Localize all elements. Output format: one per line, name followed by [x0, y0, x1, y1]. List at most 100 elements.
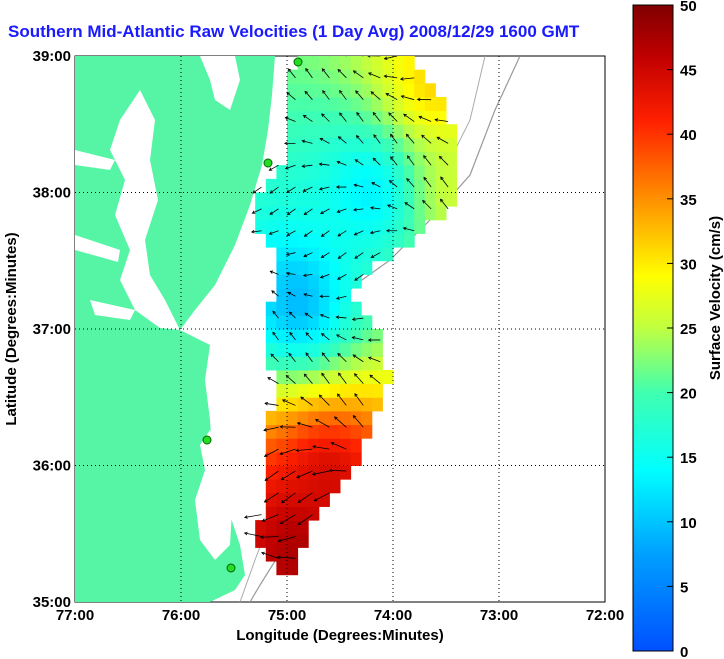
- colorbar-tick-label: 5: [680, 579, 688, 596]
- velocity-cell: [340, 424, 352, 439]
- velocity-cell: [318, 178, 330, 193]
- velocity-cell: [287, 342, 299, 357]
- velocity-cell: [276, 383, 288, 398]
- colorbar: [632, 4, 674, 652]
- velocity-cell: [276, 369, 288, 385]
- velocity-arrow-head: [353, 183, 358, 188]
- velocity-arrow-head: [354, 255, 359, 259]
- velocity-arrow: [421, 134, 432, 144]
- velocity-cell: [350, 356, 362, 371]
- velocity-arrow: [262, 514, 279, 522]
- velocity-cell: [340, 274, 352, 289]
- velocity-arrow-head: [284, 116, 289, 121]
- velocity-arrow: [272, 332, 279, 341]
- velocity-arrow: [368, 72, 381, 79]
- velocity-arrow: [267, 377, 279, 384]
- velocity-arrow-head: [337, 68, 342, 73]
- velocity-cell: [308, 110, 320, 125]
- velocity-arrow: [370, 207, 381, 210]
- velocity-cell: [265, 233, 277, 248]
- velocity-arrow: [270, 353, 279, 363]
- velocity-cell: [350, 274, 362, 289]
- velocity-cell: [361, 424, 373, 439]
- velocity-cell: [308, 356, 320, 371]
- velocity-arrow-head: [370, 254, 375, 258]
- velocity-cell: [318, 137, 330, 153]
- colorbar-label: Surface Velocity (cm/s): [707, 216, 724, 380]
- velocity-arrow-head: [383, 74, 388, 79]
- velocity-arrow: [286, 375, 296, 384]
- velocity-arrow-head: [303, 253, 308, 258]
- velocity-cell: [287, 369, 299, 385]
- velocity-arrow-head: [284, 166, 289, 170]
- velocity-cell: [329, 137, 341, 153]
- velocity-arrow: [423, 177, 432, 188]
- velocity-arrow: [407, 155, 415, 166]
- station-marker: [226, 563, 236, 573]
- velocity-cell: [340, 192, 352, 207]
- velocity-cell: [318, 288, 330, 303]
- velocity-cell: [329, 151, 341, 166]
- velocity-arrow: [331, 442, 347, 450]
- velocity-arrow: [261, 552, 279, 559]
- velocity-arrow-head: [279, 425, 284, 429]
- velocity-cell: [329, 206, 341, 221]
- velocity-cell: [287, 410, 299, 426]
- velocity-arrow-head: [319, 294, 324, 299]
- velocity-cell: [297, 233, 309, 248]
- velocity-cell: [318, 233, 330, 248]
- velocity-arrow-head: [272, 310, 276, 315]
- velocity-arrow: [321, 373, 330, 384]
- velocity-arrow: [279, 448, 296, 455]
- velocity-cell: [424, 137, 436, 153]
- velocity-arrow-head: [335, 296, 340, 300]
- velocity-cell: [340, 369, 352, 385]
- velocity-cell: [350, 192, 362, 207]
- velocity-cell: [361, 315, 373, 330]
- velocity-cell: [414, 124, 426, 139]
- velocity-cell: [340, 451, 352, 466]
- colorbar-tick-label: 25: [680, 321, 697, 338]
- velocity-cell: [361, 83, 373, 98]
- velocity-cell: [287, 533, 299, 548]
- x-tick-label: 72:00: [586, 607, 624, 624]
- velocity-arrow-head: [296, 475, 300, 479]
- velocity-cell: [318, 247, 330, 262]
- velocity-arrow: [354, 274, 364, 281]
- velocity-cell: [287, 206, 299, 221]
- velocity-arrow: [320, 274, 330, 278]
- velocity-arrow: [320, 208, 330, 214]
- velocity-arrow-head: [261, 551, 265, 556]
- velocity-arrow: [356, 112, 364, 122]
- velocity-cell: [308, 301, 320, 316]
- velocity-arrow-head: [321, 372, 325, 377]
- velocity-cell: [318, 301, 330, 316]
- velocity-arrow-head: [373, 134, 377, 138]
- velocity-cell: [382, 192, 394, 207]
- velocity-cell: [329, 315, 341, 330]
- velocity-arrow: [440, 176, 449, 188]
- velocity-arrow-head: [320, 210, 324, 215]
- velocity-arrow-head: [303, 211, 308, 215]
- velocity-cell: [382, 219, 394, 234]
- velocity-cell: [371, 124, 383, 139]
- velocity-arrow: [321, 252, 330, 259]
- velocity-cell: [297, 192, 309, 207]
- velocity-arrow-head: [372, 157, 377, 162]
- velocity-cell: [382, 137, 394, 153]
- velocity-arrow: [264, 448, 279, 457]
- velocity-arrow: [295, 448, 313, 451]
- velocity-cell: [393, 69, 405, 84]
- velocity-arrow-head: [269, 190, 274, 194]
- velocity-cell: [318, 96, 330, 112]
- velocity-arrow-head: [367, 338, 372, 342]
- velocity-arrow-head: [336, 50, 339, 53]
- velocity-cell: [329, 424, 341, 439]
- velocity-cell: [435, 110, 447, 125]
- velocity-cell: [265, 192, 277, 207]
- velocity-cell: [435, 96, 447, 112]
- velocity-arrow: [321, 333, 330, 341]
- velocity-arrow: [304, 293, 313, 297]
- velocity-cell: [265, 492, 277, 507]
- velocity-cell: [361, 69, 373, 84]
